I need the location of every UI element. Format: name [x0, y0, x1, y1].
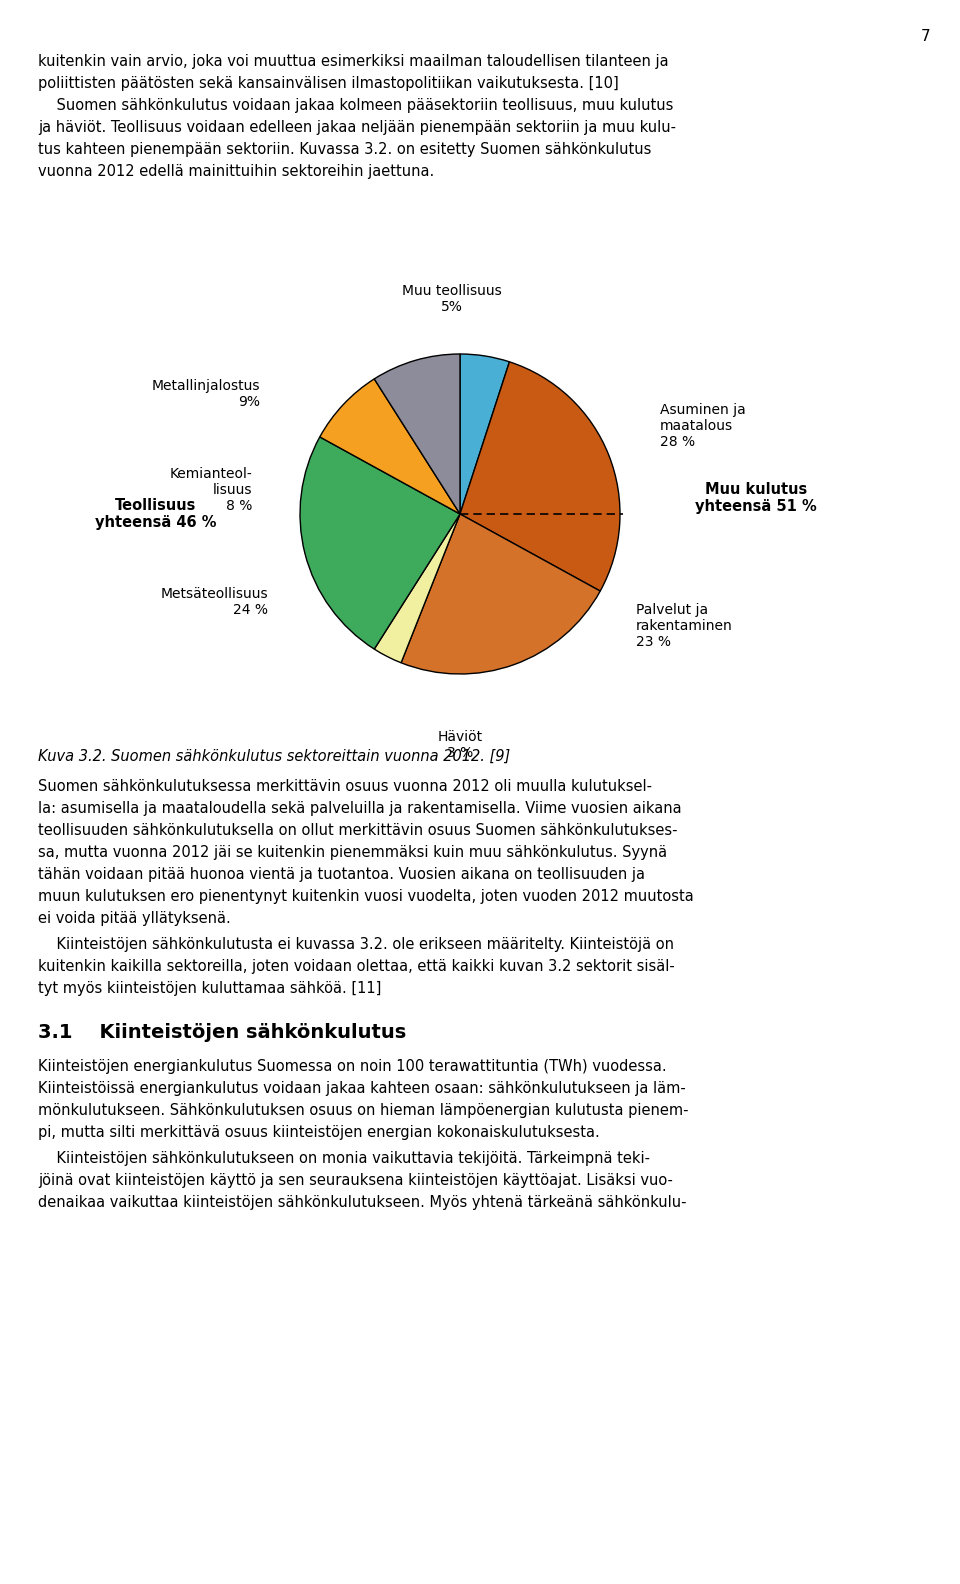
Text: kuitenkin vain arvio, joka voi muuttua esimerkiksi maailman taloudellisen tilant: kuitenkin vain arvio, joka voi muuttua e…	[38, 54, 668, 70]
Text: Muu kulutus
yhteensä 51 %: Muu kulutus yhteensä 51 %	[695, 482, 817, 515]
Text: 7: 7	[921, 29, 930, 44]
Text: tähän voidaan pitää huonoa vientä ja tuotantoa. Vuosien aikana on teollisuuden j: tähän voidaan pitää huonoa vientä ja tuo…	[38, 866, 645, 882]
Text: pi, mutta silti merkittävä osuus kiinteistöjen energian kokonaiskulutuksesta.: pi, mutta silti merkittävä osuus kiintei…	[38, 1125, 600, 1140]
Text: vuonna 2012 edellä mainittuihin sektoreihin jaettuna.: vuonna 2012 edellä mainittuihin sektorei…	[38, 165, 434, 179]
Text: poliittisten päätösten sekä kansainvälisen ilmastopolitiikan vaikutuksesta. [10]: poliittisten päätösten sekä kansainvälis…	[38, 76, 619, 90]
Text: Metallinjalostus
9%: Metallinjalostus 9%	[152, 379, 260, 409]
Wedge shape	[460, 353, 510, 513]
Text: jöinä ovat kiinteistöjen käyttö ja sen seurauksena kiinteistöjen käyttöajat. Lis: jöinä ovat kiinteistöjen käyttö ja sen s…	[38, 1174, 673, 1188]
Text: ei voida pitää yllätyksenä.: ei voida pitää yllätyksenä.	[38, 911, 230, 927]
Text: Kiinteistöjen sähkönkulutusta ei kuvassa 3.2. ole erikseen määritelty. Kiinteist: Kiinteistöjen sähkönkulutusta ei kuvassa…	[38, 938, 674, 952]
Text: Kiinteistöjen energiankulutus Suomessa on noin 100 terawattituntia (TWh) vuodess: Kiinteistöjen energiankulutus Suomessa o…	[38, 1060, 666, 1074]
Text: 3.1    Kiinteistöjen sähkönkulutus: 3.1 Kiinteistöjen sähkönkulutus	[38, 1023, 406, 1042]
Text: muun kulutuksen ero pienentynyt kuitenkin vuosi vuodelta, joten vuoden 2012 muut: muun kulutuksen ero pienentynyt kuitenki…	[38, 889, 694, 904]
Text: Suomen sähkönkulutuksessa merkittävin osuus vuonna 2012 oli muulla kulutuksel-: Suomen sähkönkulutuksessa merkittävin os…	[38, 779, 652, 794]
Text: Suomen sähkönkulutus voidaan jakaa kolmeen pääsektoriin teollisuus, muu kulutus: Suomen sähkönkulutus voidaan jakaa kolme…	[38, 98, 673, 112]
Text: tus kahteen pienempään sektoriin. Kuvassa 3.2. on esitetty Suomen sähkönkulutus: tus kahteen pienempään sektoriin. Kuvass…	[38, 143, 652, 157]
Text: ja häviöt. Teollisuus voidaan edelleen jakaa neljään pienempään sektoriin ja muu: ja häviöt. Teollisuus voidaan edelleen j…	[38, 120, 676, 135]
Text: Kemianteol-
lisuus
8 %: Kemianteol- lisuus 8 %	[169, 467, 252, 513]
Wedge shape	[320, 379, 460, 513]
Text: mönkulutukseen. Sähkönkulutuksen osuus on hieman lämpöenergian kulutusta pienem-: mönkulutukseen. Sähkönkulutuksen osuus o…	[38, 1102, 688, 1118]
Wedge shape	[401, 513, 600, 675]
Text: Kuva 3.2. Suomen sähkönkulutus sektoreittain vuonna 2012. [9]: Kuva 3.2. Suomen sähkönkulutus sektoreit…	[38, 749, 511, 763]
Text: teollisuuden sähkönkulutuksella on ollut merkittävin osuus Suomen sähkönkulutuks: teollisuuden sähkönkulutuksella on ollut…	[38, 824, 678, 838]
Text: Teollisuus
yhteensä 46 %: Teollisuus yhteensä 46 %	[95, 497, 217, 531]
Text: Kiinteistöjen sähkönkulutukseen on monia vaikuttavia tekijöitä. Tärkeimpnä teki-: Kiinteistöjen sähkönkulutukseen on monia…	[38, 1152, 650, 1166]
Text: tyt myös kiinteistöjen kuluttamaa sähköä. [11]: tyt myös kiinteistöjen kuluttamaa sähköä…	[38, 980, 381, 996]
Text: la: asumisella ja maataloudella sekä palveluilla ja rakentamisella. Viime vuosie: la: asumisella ja maataloudella sekä pal…	[38, 802, 682, 816]
Text: denaikaa vaikuttaa kiinteistöjen sähkönkulutukseen. Myös yhtenä tärkeänä sähkönk: denaikaa vaikuttaa kiinteistöjen sähkönk…	[38, 1194, 686, 1210]
Text: Asuminen ja
maatalous
28 %: Asuminen ja maatalous 28 %	[660, 402, 746, 450]
Text: Kiinteistöissä energiankulutus voidaan jakaa kahteen osaan: sähkönkulutukseen ja: Kiinteistöissä energiankulutus voidaan j…	[38, 1080, 685, 1096]
Text: Palvelut ja
rakentaminen
23 %: Palvelut ja rakentaminen 23 %	[636, 604, 732, 649]
Text: sa, mutta vuonna 2012 jäi se kuitenkin pienemmäksi kuin muu sähkönkulutus. Syynä: sa, mutta vuonna 2012 jäi se kuitenkin p…	[38, 844, 667, 860]
Text: Häviöt
3 %: Häviöt 3 %	[438, 730, 483, 760]
Wedge shape	[374, 513, 460, 662]
Text: Muu teollisuus
5%: Muu teollisuus 5%	[402, 284, 502, 314]
Wedge shape	[460, 361, 620, 591]
Wedge shape	[374, 353, 460, 513]
Text: kuitenkin kaikilla sektoreilla, joten voidaan olettaa, että kaikki kuvan 3.2 sek: kuitenkin kaikilla sektoreilla, joten vo…	[38, 958, 675, 974]
Wedge shape	[300, 437, 460, 649]
Text: Metsäteollisuus
24 %: Metsäteollisuus 24 %	[160, 588, 268, 618]
